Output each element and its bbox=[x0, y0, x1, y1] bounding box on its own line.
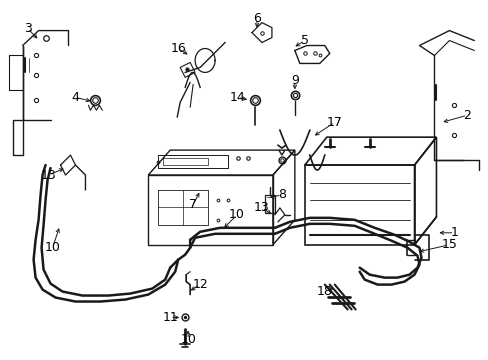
Text: 4: 4 bbox=[71, 91, 79, 104]
Text: 2: 2 bbox=[463, 109, 470, 122]
Text: 9: 9 bbox=[290, 74, 298, 87]
Text: 15: 15 bbox=[441, 238, 456, 251]
Text: 5: 5 bbox=[300, 34, 308, 47]
Text: 3: 3 bbox=[23, 22, 32, 35]
Text: 10: 10 bbox=[228, 208, 244, 221]
Text: 11: 11 bbox=[162, 311, 178, 324]
Text: 7: 7 bbox=[189, 198, 197, 211]
Text: 18: 18 bbox=[316, 285, 332, 298]
Text: 10: 10 bbox=[180, 333, 196, 346]
Text: 17: 17 bbox=[326, 116, 342, 129]
Text: 1: 1 bbox=[449, 226, 457, 239]
Text: 8: 8 bbox=[277, 188, 285, 202]
Text: 10: 10 bbox=[44, 241, 61, 254]
Text: 13: 13 bbox=[41, 168, 56, 181]
Text: 12: 12 bbox=[192, 278, 207, 291]
Text: 16: 16 bbox=[170, 42, 185, 55]
Text: 6: 6 bbox=[252, 12, 261, 25]
Text: 13: 13 bbox=[254, 201, 269, 215]
Bar bbox=[264, 195, 274, 213]
Text: 14: 14 bbox=[230, 91, 245, 104]
